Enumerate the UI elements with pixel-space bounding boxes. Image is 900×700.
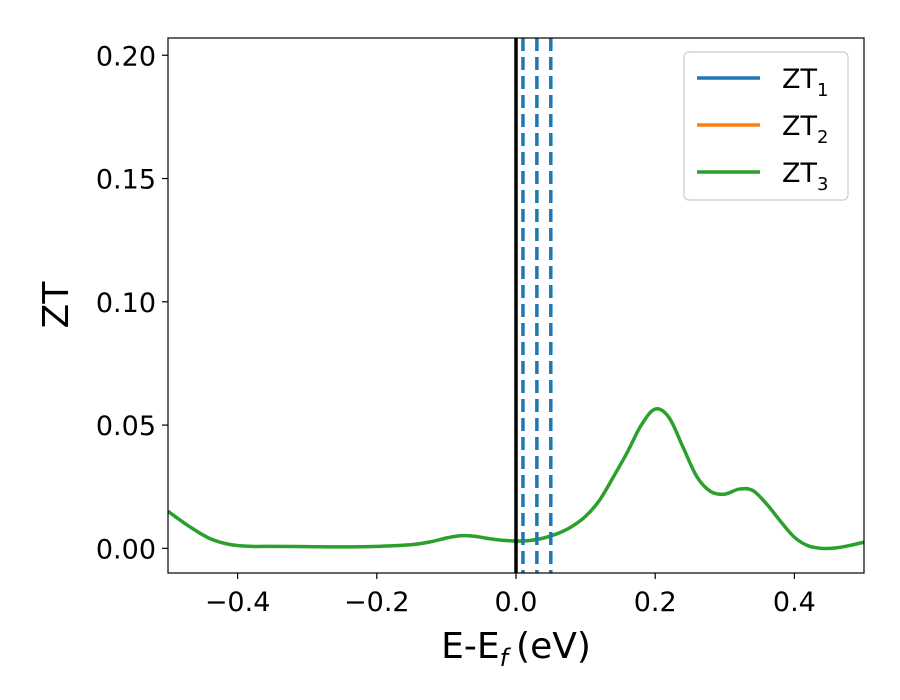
- y-tick-label: 0.00: [96, 534, 156, 565]
- x-tick-label: 0.4: [773, 587, 816, 618]
- legend-label-2: ZT2: [782, 111, 828, 148]
- y-tick-label: 0.05: [96, 411, 156, 442]
- legend-label-3: ZT3: [782, 158, 828, 195]
- legend-box: [683, 51, 849, 201]
- series-line-3: [168, 407, 864, 551]
- y-tick-label: 0.20: [96, 41, 156, 72]
- legend-entries: ZT1 ZT2 ZT3: [697, 64, 828, 195]
- x-axis-title-units: (eV): [516, 626, 591, 667]
- legend-label-1: ZT1: [782, 64, 828, 101]
- x-axis-title-sub: f: [500, 644, 512, 672]
- x-tick-label: −0.4: [205, 587, 271, 618]
- x-tick-label: 0.0: [495, 587, 538, 618]
- y-ticks: 0.00 0.05 0.10 0.15 0.20: [96, 41, 168, 565]
- x-ticks: −0.4 −0.2 0.0 0.2 0.4: [205, 573, 816, 618]
- y-tick-label: 0.15: [96, 165, 156, 196]
- legend: ZT1 ZT2 ZT3: [683, 51, 849, 201]
- y-tick-label: 0.10: [96, 288, 156, 319]
- vertical-lines-layer: [514, 38, 553, 573]
- y-axis-title: ZT: [36, 281, 77, 329]
- x-tick-label: −0.2: [344, 587, 410, 618]
- x-tick-label: 0.2: [634, 587, 677, 618]
- x-axis-title: E-Ef (eV): [441, 626, 591, 672]
- lines-layer: [168, 407, 864, 551]
